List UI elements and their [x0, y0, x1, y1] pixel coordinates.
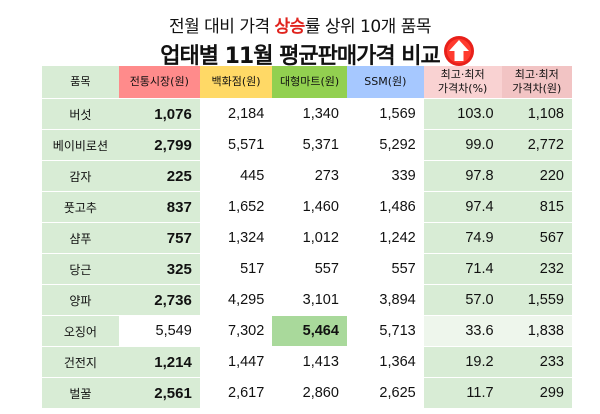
department-store-price: 2,184 — [199, 98, 273, 130]
hypermarket-price: 1,460 — [272, 191, 347, 223]
ssm-price: 1,364 — [346, 346, 424, 378]
department-store-price: 2,617 — [199, 377, 273, 409]
diff-pct: 11.7 — [423, 377, 502, 409]
market-price: 2,561 — [118, 377, 200, 409]
diff-amt: 299 — [501, 377, 572, 409]
item-name: 버섯 — [42, 98, 119, 130]
market-price: 5,549 — [118, 315, 200, 347]
ssm-price: 5,713 — [346, 315, 424, 347]
hypermarket-price: 1,012 — [272, 222, 347, 254]
diff-pct: 71.4 — [423, 253, 502, 285]
item-name: 양파 — [42, 284, 119, 316]
diff-pct: 57.0 — [423, 284, 502, 316]
ssm-price: 339 — [346, 160, 424, 192]
hypermarket-price: 5,464 — [272, 315, 347, 347]
market-price: 2,736 — [118, 284, 200, 316]
diff-pct: 74.9 — [423, 222, 502, 254]
diff-amt: 2,772 — [501, 129, 572, 161]
department-store-price: 1,447 — [199, 346, 273, 378]
item-name: 벌꿀 — [42, 377, 119, 409]
hypermarket-price: 1,413 — [272, 346, 347, 378]
subtitle-highlight: 상승 — [274, 17, 306, 37]
ssm-price: 1,486 — [346, 191, 424, 223]
market-price: 1,076 — [118, 98, 200, 130]
market-price: 2,799 — [118, 129, 200, 161]
table-row: 풋고추 837 1,652 1,460 1,486 97.4 815 — [42, 191, 572, 223]
hypermarket-price: 2,860 — [272, 377, 347, 409]
diff-pct: 19.2 — [423, 346, 502, 378]
hypermarket-price: 3,101 — [272, 284, 347, 316]
item-name: 오징어 — [42, 315, 119, 347]
diff-pct: 103.0 — [423, 98, 502, 130]
diff-amt: 815 — [501, 191, 572, 223]
header-market: 전통시장(원) — [118, 66, 200, 99]
ssm-price: 557 — [346, 253, 424, 285]
price-table: 품목 전통시장(원) 백화점(원) 대형마트(원) SSM(원) 최고·최저 가… — [42, 66, 572, 409]
item-name: 샴푸 — [42, 222, 119, 254]
diff-pct: 97.8 — [423, 160, 502, 192]
table-row: 양파 2,736 4,295 3,101 3,894 57.0 1,559 — [42, 284, 572, 316]
department-store-price: 445 — [199, 160, 273, 192]
market-price: 837 — [118, 191, 200, 223]
department-store-price: 517 — [199, 253, 273, 285]
item-name: 풋고추 — [42, 191, 119, 223]
ssm-price: 1,569 — [346, 98, 424, 130]
header-diff-amt: 최고·최저 가격차(원) — [501, 66, 572, 99]
diff-amt: 1,559 — [501, 284, 572, 316]
diff-amt: 233 — [501, 346, 572, 378]
ssm-price: 2,625 — [346, 377, 424, 409]
ssm-price: 1,242 — [346, 222, 424, 254]
up-arrow-icon — [444, 36, 474, 66]
item-name: 건전지 — [42, 346, 119, 378]
header-name: 품목 — [42, 66, 119, 99]
diff-amt: 1,108 — [501, 98, 572, 130]
market-price: 325 — [118, 253, 200, 285]
diff-pct: 33.6 — [423, 315, 502, 347]
diff-pct: 97.4 — [423, 191, 502, 223]
market-price: 1,214 — [118, 346, 200, 378]
subtitle: 전월 대비 가격 상승률 상위 10개 품목 — [0, 12, 600, 37]
table-row: 당근 325 517 557 557 71.4 232 — [42, 253, 572, 285]
header-diff-pct: 최고·최저 가격차(%) — [423, 66, 502, 99]
header-row: 품목 전통시장(원) 백화점(원) 대형마트(원) SSM(원) 최고·최저 가… — [42, 66, 572, 99]
subtitle-after: 률 상위 10개 품목 — [304, 17, 432, 37]
department-store-price: 4,295 — [199, 284, 273, 316]
department-store-price: 7,302 — [199, 315, 273, 347]
diff-pct: 99.0 — [423, 129, 502, 161]
diff-amt: 220 — [501, 160, 572, 192]
table-row: 베이비로션 2,799 5,571 5,371 5,292 99.0 2,772 — [42, 129, 572, 161]
header-ssm: SSM(원) — [346, 66, 424, 99]
table-body: 버섯 1,076 2,184 1,340 1,569 103.0 1,108 베이비로션 2,7… — [42, 98, 572, 409]
item-name: 당근 — [42, 253, 119, 285]
diff-amt: 1,838 — [501, 315, 572, 347]
department-store-price: 1,652 — [199, 191, 273, 223]
hypermarket-price: 5,371 — [272, 129, 347, 161]
diff-amt: 232 — [501, 253, 572, 285]
hypermarket-price: 557 — [272, 253, 347, 285]
subtitle-before: 전월 대비 가격 — [168, 17, 275, 37]
market-price: 225 — [118, 160, 200, 192]
diff-amt: 567 — [501, 222, 572, 254]
header-hypermarket: 대형마트(원) — [272, 66, 347, 99]
table-row: 샴푸 757 1,324 1,012 1,242 74.9 567 — [42, 222, 572, 254]
market-price: 757 — [118, 222, 200, 254]
table-row: 버섯 1,076 2,184 1,340 1,569 103.0 1,108 — [42, 98, 572, 130]
header-department-store: 백화점(원) — [199, 66, 273, 99]
item-name: 베이비로션 — [42, 129, 119, 161]
hypermarket-price: 1,340 — [272, 98, 347, 130]
department-store-price: 1,324 — [199, 222, 273, 254]
department-store-price: 5,571 — [199, 129, 273, 161]
table-row: 건전지 1,214 1,447 1,413 1,364 19.2 233 — [42, 346, 572, 378]
item-name: 감자 — [42, 160, 119, 192]
ssm-price: 5,292 — [346, 129, 424, 161]
hypermarket-price: 273 — [272, 160, 347, 192]
ssm-price: 3,894 — [346, 284, 424, 316]
table-row: 오징어 5,549 7,302 5,464 5,713 33.6 1,838 — [42, 315, 572, 347]
table-row: 감자 225 445 273 339 97.8 220 — [42, 160, 572, 192]
page-title: 업태별 11월 평균판매가격 비교 — [160, 44, 440, 69]
table-row: 벌꿀 2,561 2,617 2,860 2,625 11.7 299 — [42, 377, 572, 409]
